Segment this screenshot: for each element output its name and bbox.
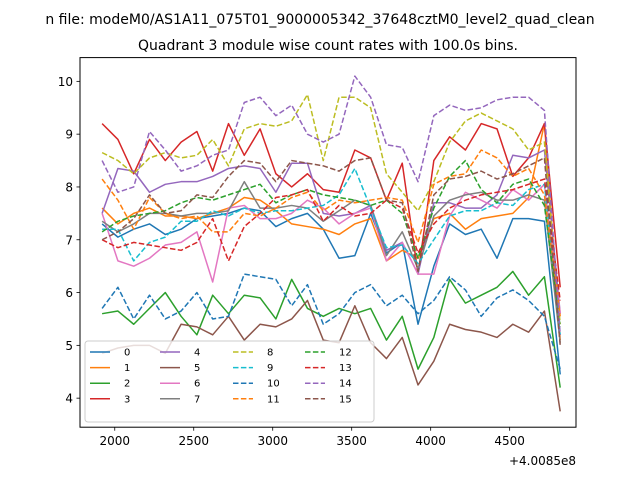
x-tick-label: 2000 [99,434,130,448]
legend-label-11: 11 [267,394,280,405]
legend-label-6: 6 [194,379,200,390]
legend-label-7: 7 [194,394,200,405]
chart-title: Quadrant 3 module wise count rates with … [138,38,518,54]
x-tick-label: 3000 [257,434,288,448]
series-line-0 [101,207,561,375]
series-line-7 [101,180,561,343]
y-tick-label: 8 [65,180,73,194]
series-line-12 [101,159,561,327]
y-tick-label: 7 [65,233,73,247]
legend-label-4: 4 [194,348,200,359]
series-line-3 [101,122,561,288]
legend-label-9: 9 [267,363,273,374]
series-line-15 [101,157,561,346]
legend-frame [84,340,375,423]
legend-label-2: 2 [124,379,130,390]
y-tick-label: 5 [65,339,73,353]
figure-suptitle: n file: modeM0/AS1A11_075T01_9000005342_… [45,12,594,28]
y-axis-ticks: 4 5 6 7 8 9 10 [58,75,80,406]
legend-label-3: 3 [124,394,130,405]
legend-label-5: 5 [194,363,200,374]
x-tick-label: 3500 [336,434,367,448]
y-tick-label: 4 [65,392,73,406]
legend-label-10: 10 [267,379,280,390]
series-line-11 [101,149,561,317]
legend-label-15: 15 [339,394,352,405]
x-tick-label: 4500 [494,434,525,448]
series-line-2 [101,270,561,388]
series-layer [101,75,561,412]
x-tick-label: 4000 [415,434,446,448]
y-tick-label: 9 [65,128,73,142]
legend-label-8: 8 [267,348,273,359]
legend-label-14: 14 [339,379,352,390]
series-line-13 [101,178,561,301]
legend-label-12: 12 [339,348,352,359]
y-tick-label: 10 [58,75,73,89]
series-line-4 [101,149,561,314]
x-axis-offset-label: +4.0085e8 [509,454,576,468]
series-line-9 [102,167,561,335]
y-tick-label: 6 [65,286,73,300]
legend-label-13: 13 [339,363,352,374]
axes-frame [79,57,577,428]
legend-label-0: 0 [124,348,130,359]
legend-label-1: 1 [124,363,130,374]
x-tick-label: 2500 [178,434,209,448]
series-line-14 [101,75,561,335]
x-axis-ticks: 2000 2500 3000 3500 4000 4500 [99,427,525,448]
series-line-8 [101,93,561,325]
